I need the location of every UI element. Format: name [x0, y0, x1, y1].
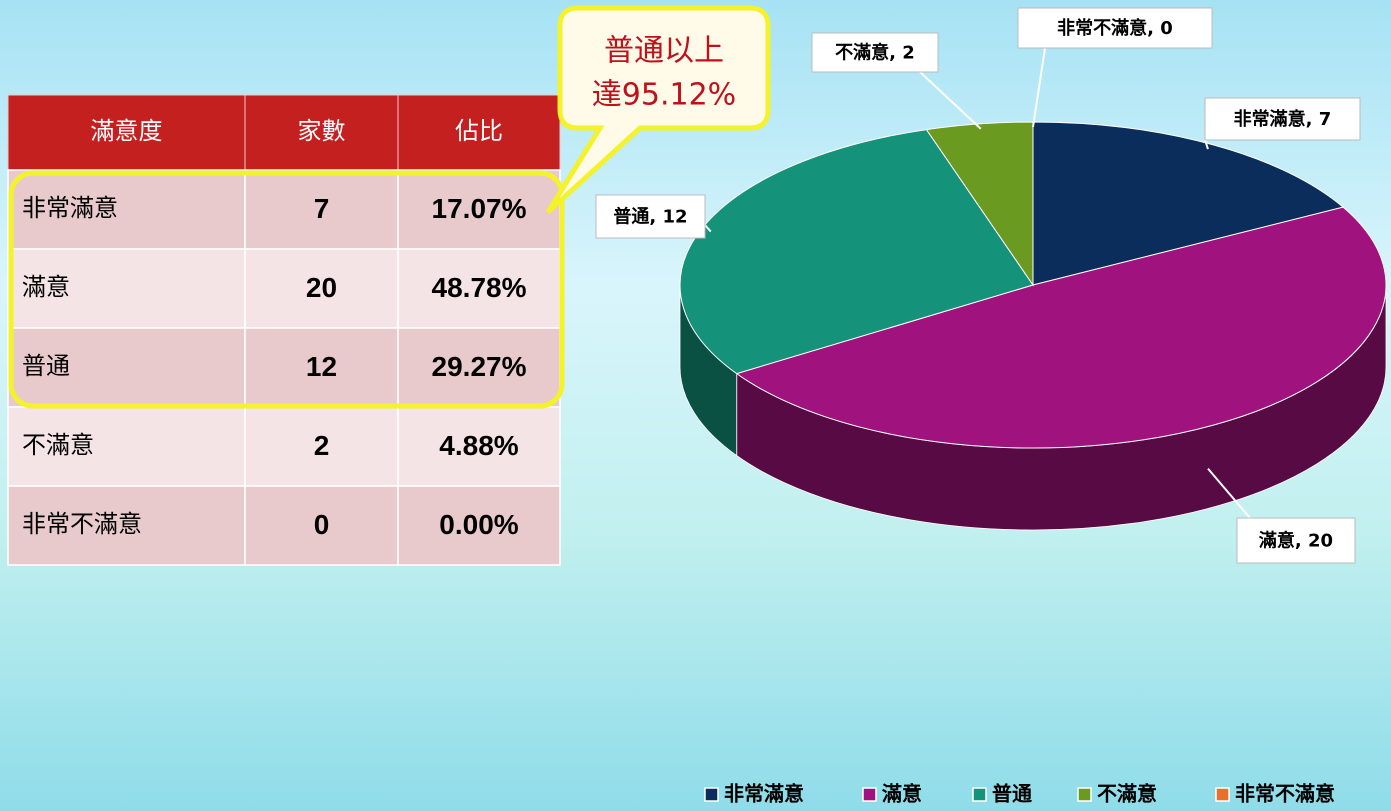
- header-text: 家數: [298, 117, 346, 145]
- table-cell: [7, 485, 246, 566]
- pie: [679, 121, 1387, 531]
- highlight-frame: [8, 170, 565, 409]
- cell-value: 0: [314, 509, 330, 540]
- legend-swatch: [704, 787, 719, 802]
- row-label: 不滿意: [22, 431, 94, 459]
- data-label: 不滿意, 2: [835, 42, 915, 64]
- leader-line: [1032, 47, 1046, 128]
- header-cell: [244, 94, 399, 171]
- table-cell: [7, 327, 246, 408]
- row-label: 非常不滿意: [22, 510, 142, 538]
- pie-slice: [735, 206, 1387, 449]
- callout-box: [545, 5, 771, 214]
- label-box: [811, 32, 939, 73]
- cell-value: 29.27%: [432, 351, 527, 382]
- row-label: 滿意: [22, 273, 70, 301]
- data-label: 非常滿意, 7: [1234, 108, 1332, 130]
- leader-line: [1204, 139, 1209, 150]
- header-cell: [7, 94, 246, 171]
- legend-swatch: [972, 787, 987, 802]
- callout-text: 普通以上: [604, 34, 724, 69]
- header-text: 滿意度: [91, 117, 163, 145]
- table-cell: [397, 406, 561, 487]
- header-text: 佔比: [455, 117, 503, 145]
- table-cell: [397, 485, 561, 566]
- legend-label: 非常不滿意: [1235, 782, 1335, 806]
- cell-value: 12: [306, 351, 337, 382]
- table-cell: [397, 169, 561, 250]
- cell-value: 0.00%: [439, 509, 518, 540]
- legend-label: 非常滿意: [724, 782, 804, 806]
- data-label: 普通, 12: [613, 206, 687, 228]
- cell-value: 17.07%: [432, 193, 527, 224]
- leader-line: [704, 224, 712, 233]
- legend-swatch: [862, 787, 877, 802]
- table-cell: [244, 485, 399, 566]
- label-box: [1236, 517, 1356, 564]
- cell-value: 4.88%: [439, 430, 518, 461]
- data-label: 滿意, 20: [1259, 530, 1333, 552]
- table-cell: [397, 327, 561, 408]
- cell-value: 2: [314, 430, 330, 461]
- legend-label: 普通: [992, 782, 1032, 806]
- legend-label: 滿意: [882, 782, 922, 806]
- cell-value: 7: [314, 193, 330, 224]
- legend-swatch: [1215, 787, 1230, 802]
- header-cell: [397, 94, 561, 171]
- leader-line: [919, 71, 982, 130]
- leader-line: [1207, 467, 1251, 519]
- label-box: [595, 194, 706, 239]
- row-label: 普通: [22, 352, 70, 380]
- table-cell: [7, 169, 246, 250]
- pie-slice: [1032, 121, 1345, 286]
- cell-value: 20: [306, 272, 337, 303]
- callout-text: 達95.12%: [592, 78, 736, 113]
- legend-label: 不滿意: [1097, 782, 1157, 806]
- table-cell: [244, 248, 399, 329]
- label-box: [1204, 97, 1361, 141]
- table-cell: [7, 406, 246, 487]
- cell-value: 48.78%: [432, 272, 527, 303]
- label-box: [1017, 7, 1213, 49]
- data-label: 非常不滿意, 0: [1057, 17, 1173, 39]
- row-label: 非常滿意: [22, 194, 118, 222]
- legend-swatch: [1077, 787, 1092, 802]
